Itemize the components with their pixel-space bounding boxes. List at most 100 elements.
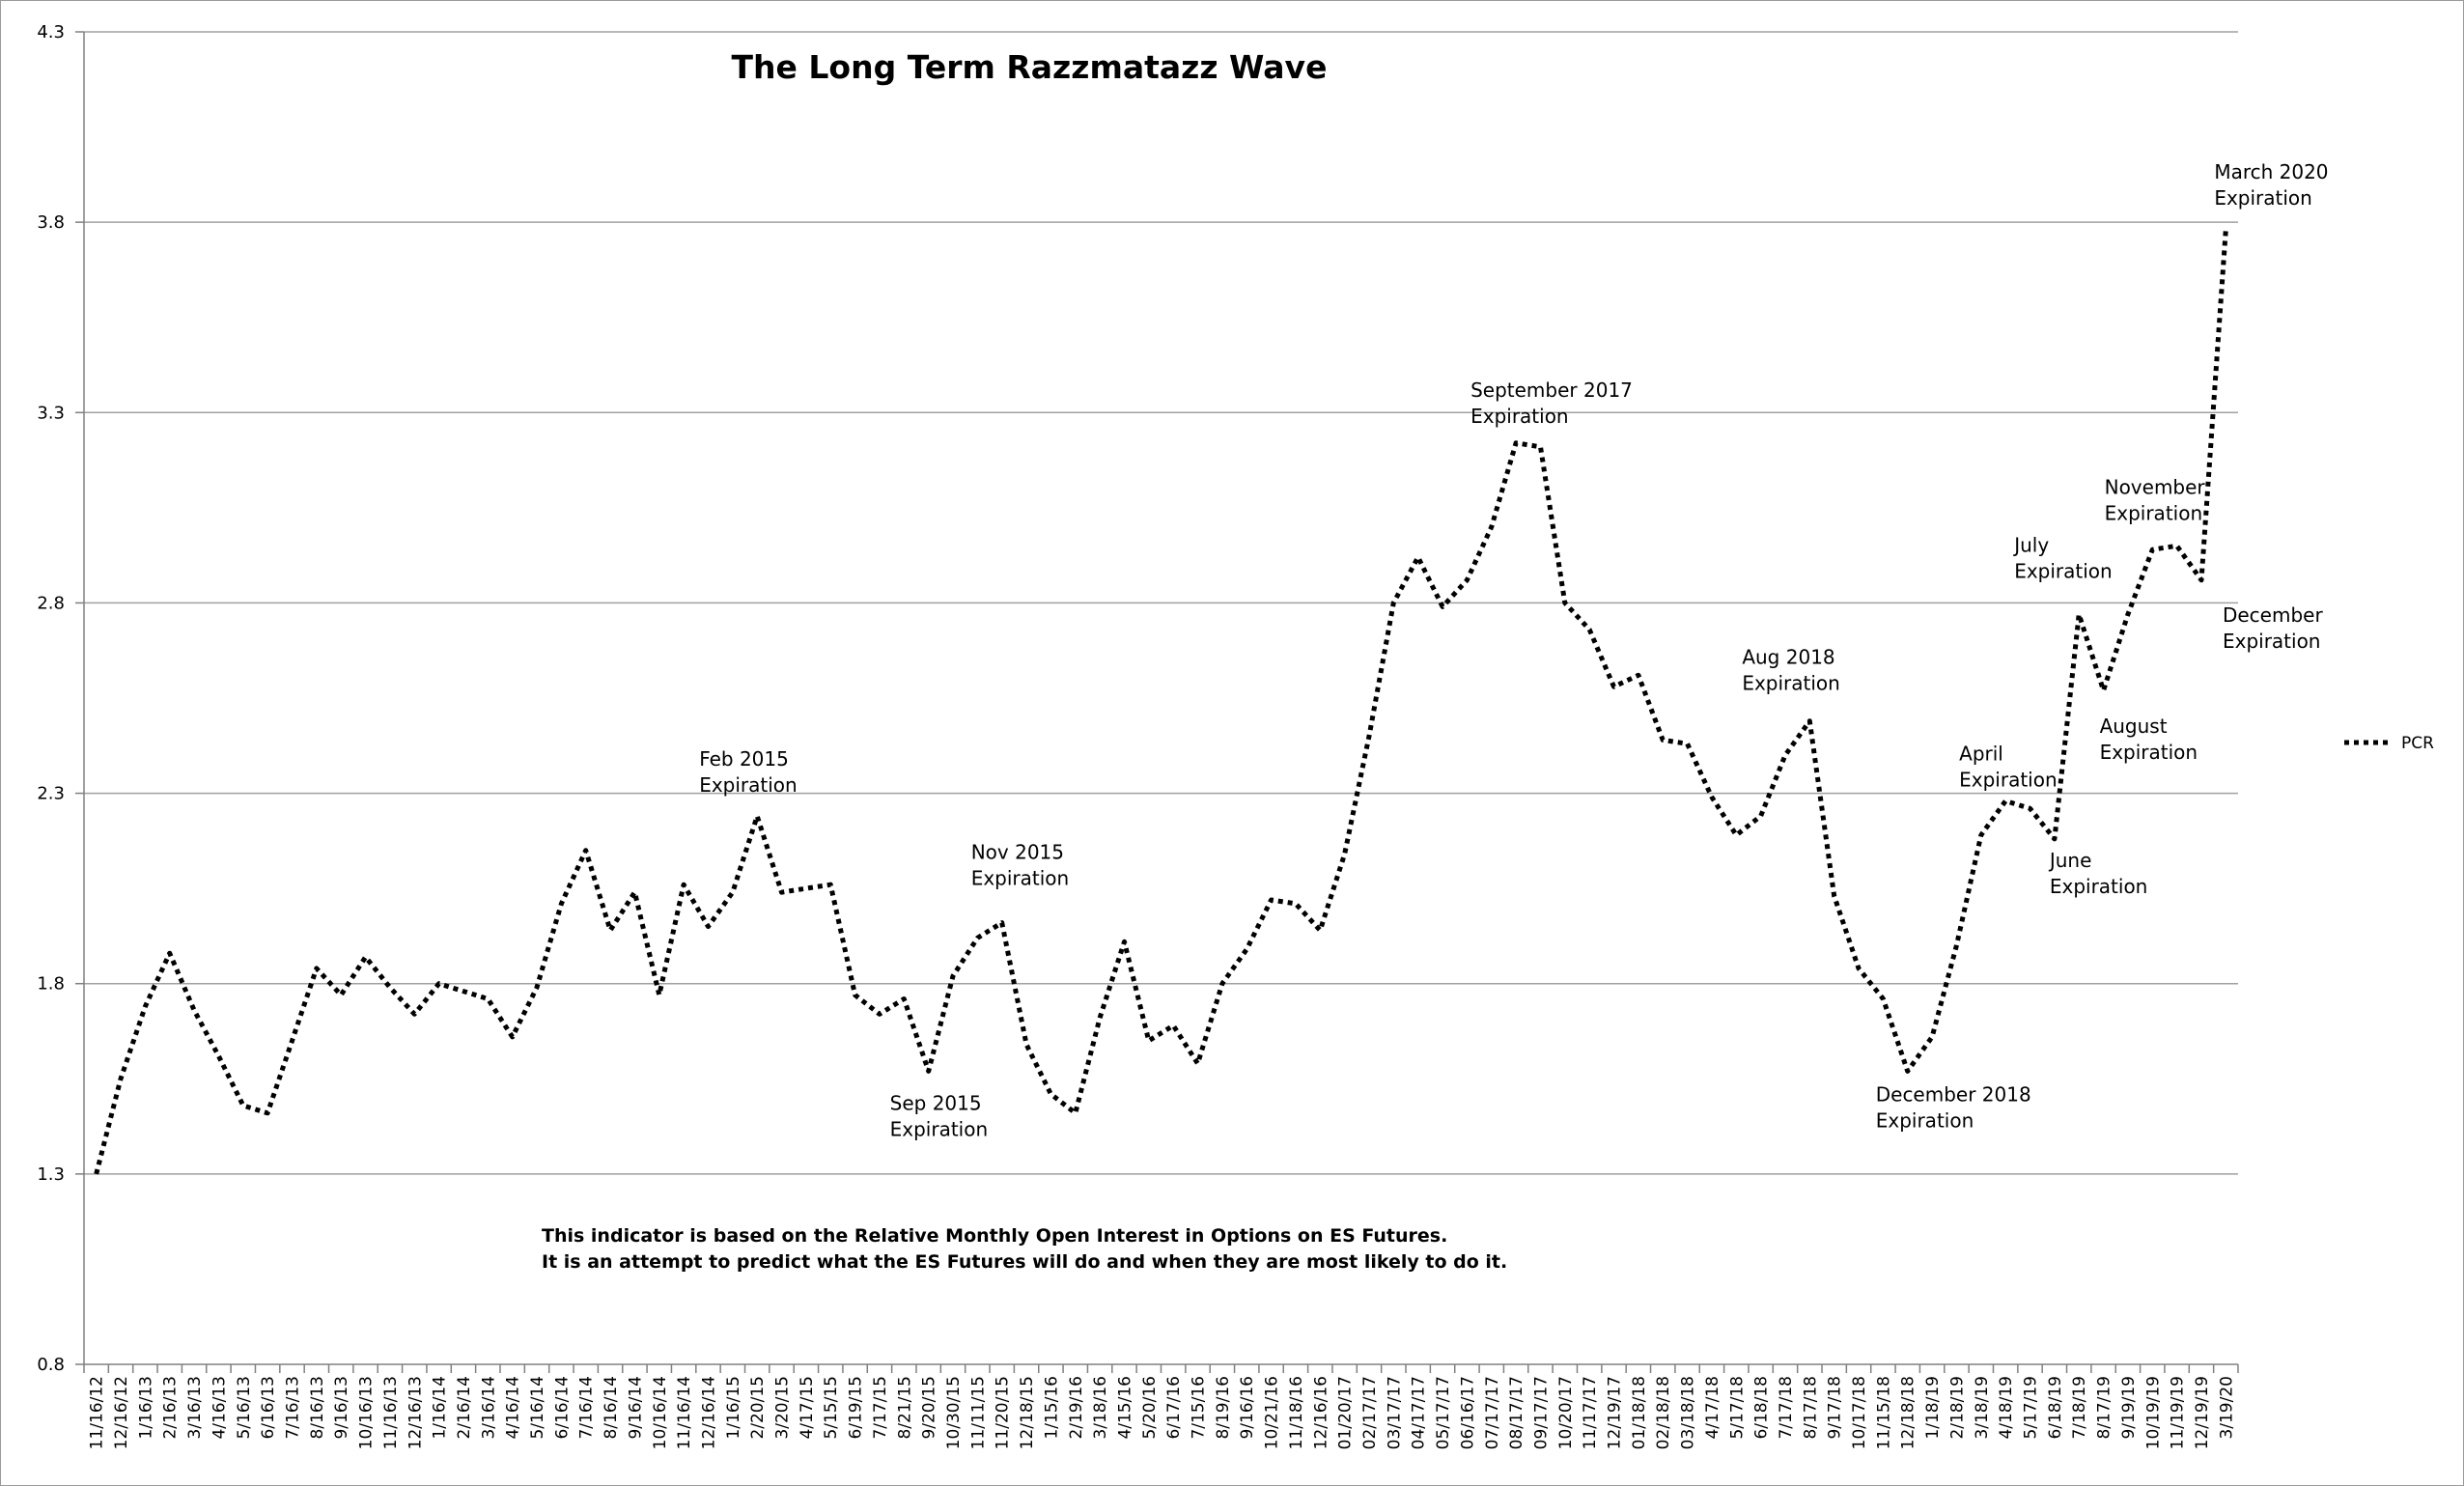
x-tick-label: 8/17/19: [2095, 1376, 2114, 1440]
annotation-label: Aug 2018: [1742, 646, 1834, 669]
x-tick-label: 7/17/18: [1777, 1376, 1796, 1440]
x-tick-label: 11/17/17: [1581, 1376, 1600, 1449]
x-tick-label: 1/15/16: [1042, 1376, 1061, 1440]
note-line-1: This indicator is based on the Relative …: [542, 1225, 1447, 1247]
y-tick-label: 0.8: [37, 1355, 65, 1375]
x-tick-label: 9/16/16: [1238, 1376, 1257, 1440]
y-tick-label: 2.3: [37, 784, 65, 804]
annotation-label: Expiration: [699, 773, 798, 797]
x-tick-label: 8/16/13: [308, 1376, 327, 1440]
axes: [75, 31, 2239, 1373]
x-tick-label: 04/17/17: [1410, 1376, 1429, 1449]
x-tick-label: 4/15/16: [1115, 1376, 1134, 1440]
x-tick-label: 5/17/19: [2022, 1376, 2041, 1440]
x-tick-label: 9/20/15: [920, 1376, 939, 1440]
x-tick-label: 3/18/19: [1973, 1376, 1992, 1440]
x-tick-label: 12/16/13: [406, 1376, 425, 1449]
y-tick-label: 3.8: [37, 212, 65, 233]
x-tick-label: 8/21/15: [895, 1376, 914, 1440]
annotation-label: July: [2012, 533, 2049, 556]
y-axis-ticks: 0.8 1.3 1.8 2.3 2.8 3.3 3.8 4.3: [37, 22, 65, 1375]
annotation-label: Expiration: [2050, 875, 2148, 898]
annotation-label: Expiration: [2105, 501, 2203, 524]
x-tick-label: 6/17/16: [1164, 1376, 1184, 1440]
x-tick-label: 12/16/14: [699, 1376, 718, 1449]
x-axis-ticks: 11/16/12 12/16/12 1/16/13 2/16/13 3/16/13 4/1…: [88, 1376, 2237, 1449]
chart-title: The Long Term Razzmatazz Wave: [732, 48, 1328, 86]
x-tick-label: 7/17/15: [871, 1376, 890, 1440]
x-tick-label: 11/16/14: [675, 1376, 694, 1449]
x-tick-label: 1/16/13: [136, 1376, 155, 1440]
x-tick-label: 03/17/17: [1385, 1376, 1404, 1449]
x-tick-label: 1/16/14: [431, 1376, 450, 1440]
annotation-label: Expiration: [1959, 768, 2058, 791]
annotation-label: Expiration: [890, 1117, 989, 1140]
x-tick-label: 11/18/16: [1287, 1376, 1306, 1449]
pcr-line: [94, 229, 2228, 1175]
annotation-label: June: [2048, 849, 2092, 872]
x-tick-label: 10/17/18: [1850, 1376, 1869, 1449]
annotation-label: August: [2100, 715, 2168, 738]
annotation-label: September 2017: [1470, 379, 1633, 402]
x-tick-label: 7/15/16: [1190, 1376, 1209, 1440]
x-tick-label: 09/17/17: [1531, 1376, 1551, 1449]
annotation-label: November: [2105, 475, 2206, 498]
x-tick-label: 8/19/16: [1214, 1376, 1233, 1440]
annotation-label: Expiration: [2223, 630, 2321, 653]
x-tick-label: 9/16/13: [332, 1376, 351, 1440]
x-tick-label: 6/16/13: [259, 1376, 278, 1440]
x-tick-label: 4/18/19: [1997, 1376, 2016, 1440]
x-tick-label: 01/18/18: [1630, 1376, 1649, 1449]
x-tick-label: 12/19/19: [2193, 1376, 2212, 1449]
x-tick-label: 5/17/18: [1727, 1376, 1747, 1440]
x-tick-label: 11/16/13: [381, 1376, 401, 1449]
x-tick-label: 12/16/16: [1311, 1376, 1330, 1449]
x-tick-label: 7/16/14: [577, 1376, 597, 1440]
x-tick-label: 7/18/19: [2070, 1376, 2089, 1440]
x-tick-label: 2/16/14: [455, 1376, 474, 1440]
x-tick-label: 9/17/18: [1826, 1376, 1845, 1440]
legend: PCR: [2344, 734, 2434, 753]
x-tick-label: 02/17/17: [1360, 1376, 1380, 1449]
y-tick-label: 4.3: [37, 22, 65, 42]
y-tick-label: 1.8: [37, 974, 65, 995]
y-tick-label: 1.3: [37, 1164, 65, 1185]
x-tick-label: 10/16/13: [357, 1376, 377, 1449]
annotation-label: Expiration: [2014, 559, 2113, 582]
x-tick-label: 3/19/20: [2217, 1376, 2236, 1440]
x-tick-label: 2/19/16: [1067, 1376, 1086, 1440]
x-tick-label: 07/17/17: [1483, 1376, 1502, 1449]
x-tick-label: 4/16/13: [210, 1376, 229, 1440]
x-tick-label: 03/18/18: [1679, 1376, 1698, 1449]
x-tick-label: 8/16/14: [602, 1376, 621, 1440]
x-tick-label: 10/30/15: [944, 1376, 964, 1449]
x-tick-label: 9/19/19: [2119, 1376, 2139, 1440]
x-tick-label: 11/15/18: [1874, 1376, 1893, 1449]
x-tick-label: 9/16/14: [626, 1376, 645, 1440]
x-tick-label: 4/17/15: [798, 1376, 817, 1440]
x-tick-label: 3/20/15: [773, 1376, 793, 1440]
x-tick-label: 10/20/17: [1556, 1376, 1576, 1449]
x-tick-label: 6/18/18: [1752, 1376, 1772, 1440]
x-tick-label: 3/16/14: [479, 1376, 498, 1440]
annotation-label: Feb 2015: [699, 747, 789, 771]
y-tick-label: 3.3: [37, 403, 65, 423]
x-tick-label: 10/16/14: [651, 1376, 670, 1449]
x-tick-label: 12/18/15: [1018, 1376, 1037, 1449]
x-tick-label: 5/16/13: [235, 1376, 254, 1440]
gridlines: [84, 31, 2238, 1175]
x-tick-label: 2/20/15: [748, 1376, 768, 1440]
x-tick-label: 11/20/15: [994, 1376, 1013, 1449]
x-tick-label: 10/19/19: [2143, 1376, 2163, 1449]
x-tick-label: 12/16/12: [112, 1376, 131, 1449]
x-tick-label: 3/16/13: [185, 1376, 205, 1440]
x-tick-label: 12/18/18: [1899, 1376, 1918, 1449]
x-tick-label: 01/20/17: [1336, 1376, 1356, 1449]
annotation-label: Sep 2015: [890, 1091, 982, 1114]
x-tick-label: 2/18/19: [1947, 1376, 1967, 1440]
annotation-label: Expiration: [971, 867, 1070, 890]
x-tick-label: 5/15/15: [822, 1376, 841, 1440]
annotation-label: Expiration: [1742, 672, 1840, 695]
annotation-label: Expiration: [1470, 405, 1569, 428]
